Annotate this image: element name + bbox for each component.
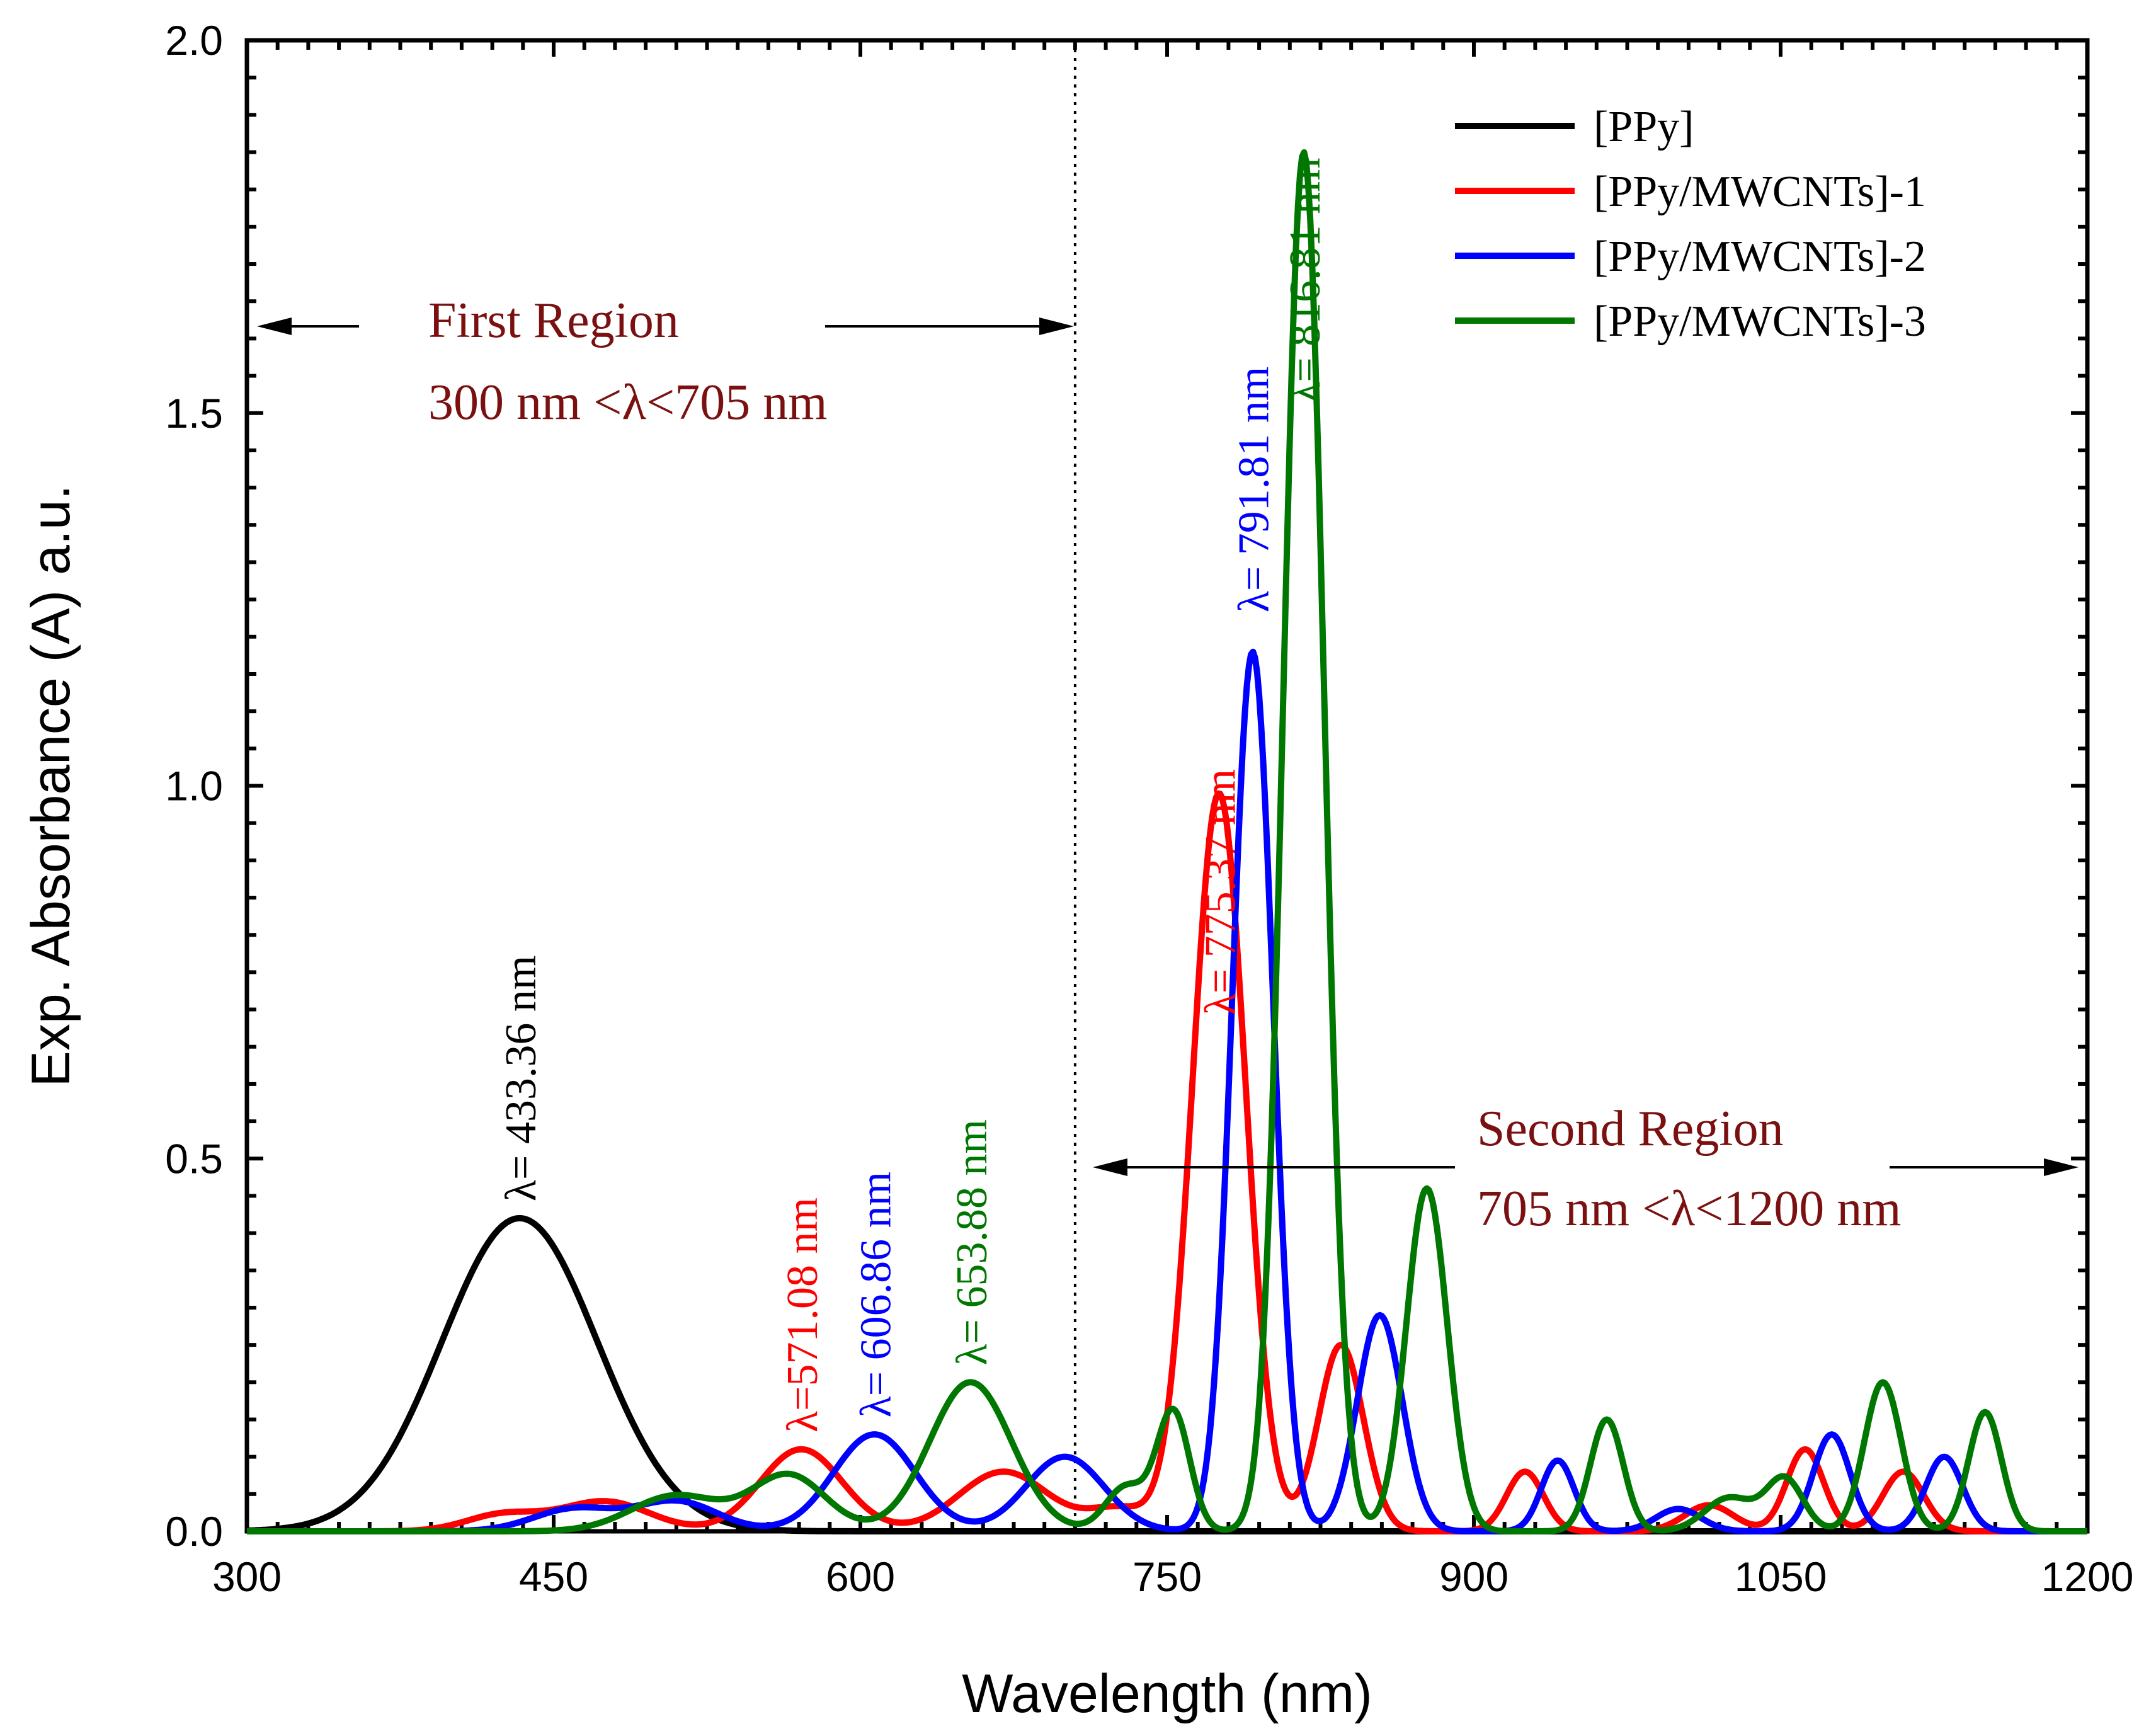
y-tick-label: 2.0	[165, 17, 223, 64]
series-line	[246, 149, 2089, 1534]
legend-label: [PPy]	[1594, 103, 1694, 151]
second-region-range: 705 nm <λ<1200 nm	[1477, 1181, 1901, 1237]
first-region-title: First Region	[428, 293, 679, 348]
x-axis-title: Wavelength (nm)	[962, 1664, 1372, 1724]
legend-label: [PPy/MWCNTs]-3	[1594, 297, 1926, 346]
peak-label: λ= 791.81 nm	[1230, 367, 1279, 612]
y-tick-label: 1.5	[165, 390, 223, 437]
peak-label: λ= 653.88 nm	[948, 1119, 996, 1365]
y-tick-label: 0.5	[165, 1135, 223, 1182]
second-region-arrow-right-head	[2044, 1158, 2079, 1176]
peak-label: λ= 816.81 nm	[1281, 157, 1330, 403]
first-region-arrow-right-head	[1039, 317, 1074, 335]
x-tick-label: 600	[826, 1553, 895, 1600]
first-region-range: 300 nm <λ<705 nm	[428, 375, 827, 430]
x-tick-label: 300	[212, 1553, 282, 1600]
peak-label: λ=571.08 nm	[779, 1197, 827, 1432]
y-tick-label: 1.0	[165, 763, 223, 809]
y-axis-title: Exp. Absorbance (A) a.u.	[21, 484, 81, 1087]
x-tick-label: 450	[519, 1553, 588, 1600]
peak-label: λ= 606.86 nm	[852, 1172, 900, 1417]
peak-annotations: λ= 433.36 nm λ=571.08 nm λ= 606.86 nm λ= 65…	[497, 157, 1330, 1432]
legend: [PPy] [PPy/MWCNTs]-1 [PPy/MWCNTs]-2 [PPy/MW…	[1455, 103, 1926, 346]
x-tick-label: 750	[1132, 1553, 1202, 1600]
region-annotations: First Region 300 nm <λ<705 nm Second Regio…	[257, 293, 2079, 1237]
peak-label: λ= 775.37 nm	[1196, 769, 1245, 1015]
legend-label: [PPy/MWCNTs]-2	[1594, 232, 1926, 281]
series-curves	[246, 149, 2089, 1534]
peak-label: λ= 433.36 nm	[497, 956, 545, 1201]
x-tick-label: 900	[1439, 1553, 1509, 1600]
series-line	[246, 648, 2089, 1534]
x-tick-label: 1200	[2041, 1553, 2134, 1600]
legend-label: [PPy/MWCNTs]-1	[1594, 168, 1926, 216]
first-region-arrow-left-head	[257, 317, 292, 335]
y-tick-label: 0.0	[165, 1508, 223, 1555]
x-tick-label: 1050	[1735, 1553, 1827, 1600]
second-region-arrow-left-head	[1093, 1158, 1127, 1176]
second-region-title: Second Region	[1477, 1101, 1784, 1157]
